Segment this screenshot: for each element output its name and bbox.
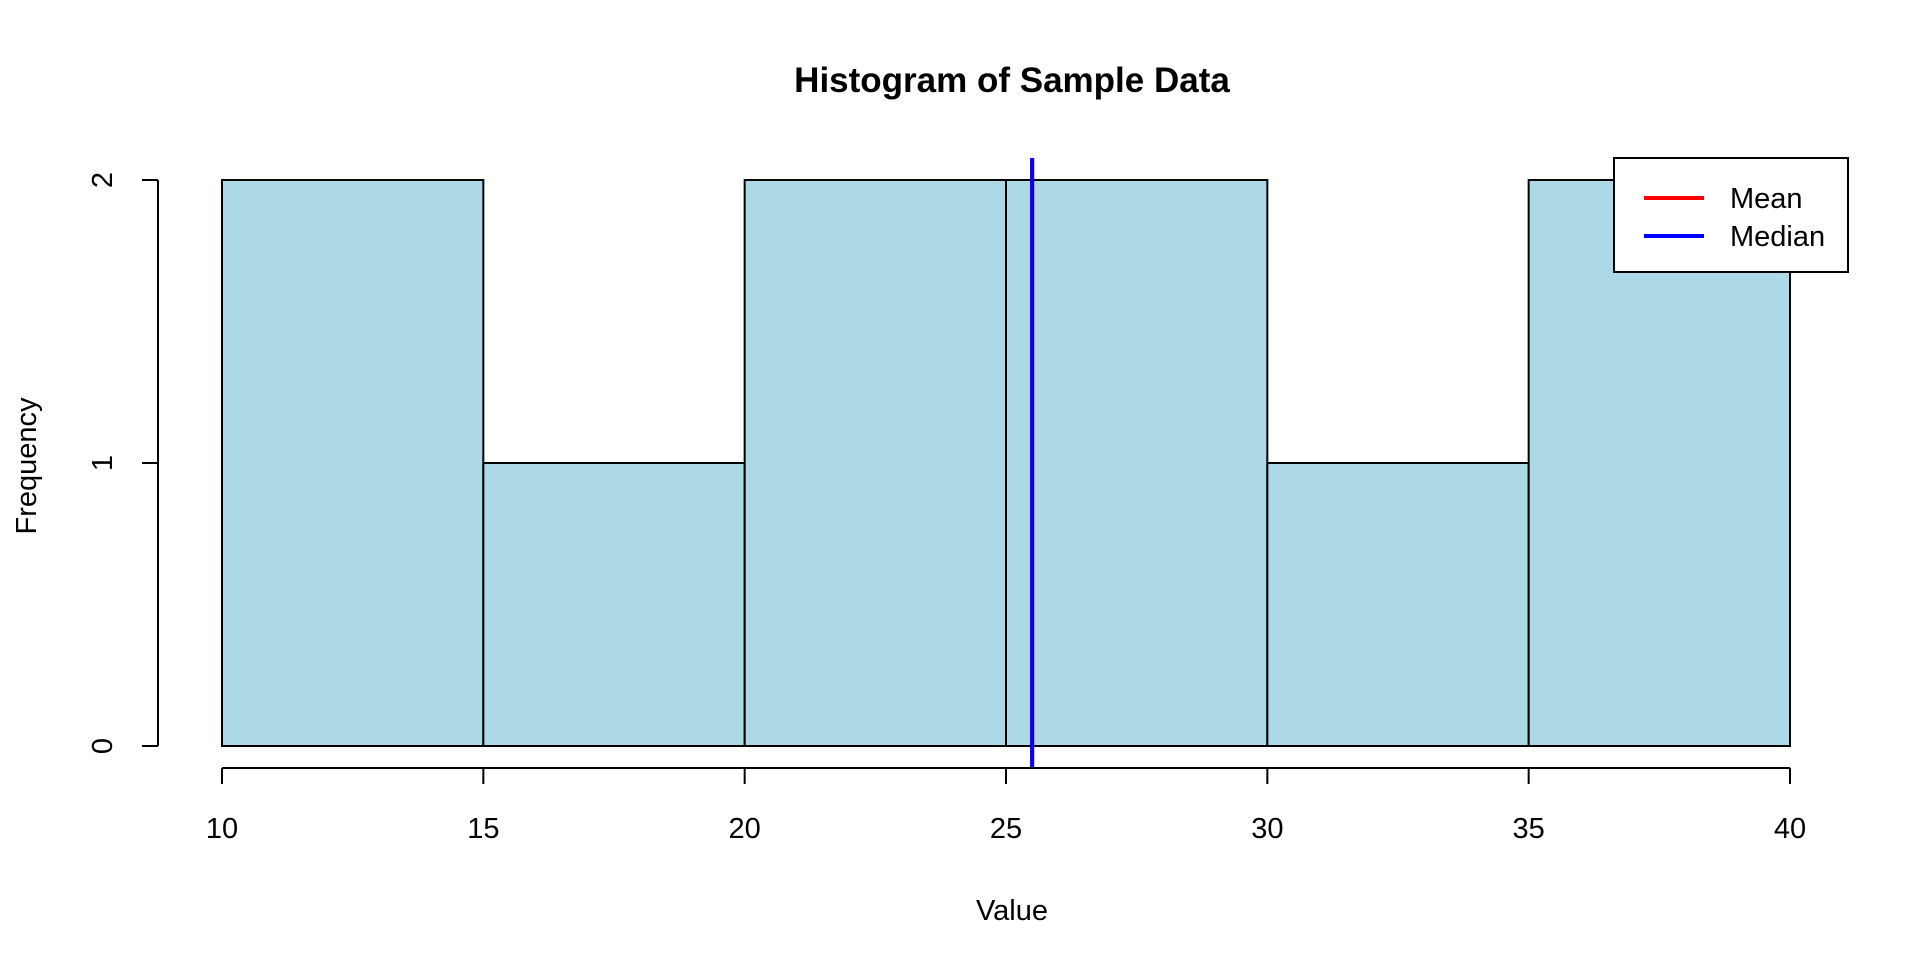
histogram-bar: [1005, 179, 1269, 747]
y-tick-label: 2: [87, 172, 119, 188]
y-tick-label: 0: [87, 738, 119, 754]
x-axis-label: Value: [976, 895, 1048, 927]
legend: Mean Median: [1613, 157, 1849, 273]
histogram-bar: [1527, 179, 1791, 747]
histogram-bar: [743, 179, 1008, 747]
y-tick-label: 1: [87, 455, 119, 471]
x-tick-label: 20: [729, 813, 761, 845]
x-tick-label: 40: [1774, 813, 1806, 845]
x-tick-label: 10: [206, 813, 238, 845]
legend-label-mean: Mean: [1730, 183, 1803, 215]
y-axis-label: Frequency: [11, 397, 43, 535]
legend-label-median: Median: [1730, 221, 1825, 253]
bars-group: [221, 179, 1791, 747]
x-tick-label: 30: [1251, 813, 1283, 845]
x-tick-label: 25: [990, 813, 1022, 845]
histogram-bar: [1266, 462, 1530, 747]
chart-title: Histogram of Sample Data: [794, 61, 1230, 100]
x-tick-label: 15: [467, 813, 499, 845]
histogram-bar: [221, 179, 485, 747]
histogram-bar: [482, 462, 746, 747]
y-axis: 0 1 2: [87, 172, 159, 754]
x-tick-label: 35: [1513, 813, 1545, 845]
legend-box: [1613, 157, 1849, 273]
x-axis: 10 15 20 25 30 35 40: [206, 767, 1806, 845]
